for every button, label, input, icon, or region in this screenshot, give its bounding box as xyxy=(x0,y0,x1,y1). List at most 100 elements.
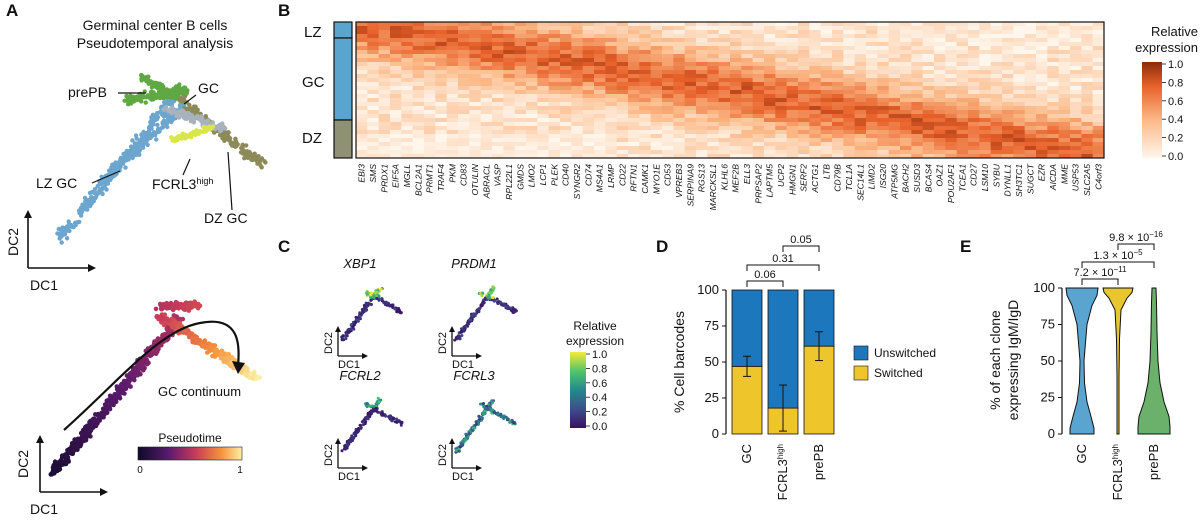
feature-plot-cell xyxy=(454,448,458,452)
heatmap-cell xyxy=(650,42,663,47)
heatmap-cell xyxy=(446,86,459,91)
heatmap-cell xyxy=(650,74,663,79)
heatmap-cell xyxy=(435,58,448,63)
cell-point-dzgc xyxy=(244,152,250,158)
feature-plot-cell xyxy=(358,311,362,315)
heatmap-cell xyxy=(1058,30,1071,35)
heatmap-cell xyxy=(820,102,833,107)
heatmap-cell xyxy=(650,110,663,115)
heatmap-cell xyxy=(356,78,368,83)
heatmap-cell xyxy=(1092,134,1105,139)
heatmap-cell xyxy=(594,70,606,75)
heatmap-cell xyxy=(820,42,833,47)
heatmap-cell xyxy=(356,70,368,75)
heatmap-cell xyxy=(401,134,414,139)
heatmap-cell xyxy=(582,114,595,119)
heatmap-cell xyxy=(718,102,731,107)
heatmap-cell xyxy=(979,130,992,135)
heatmap-cell xyxy=(730,54,742,59)
heatmap-cell xyxy=(775,122,788,127)
heatmap-cell xyxy=(469,134,482,139)
heatmap-cell xyxy=(775,78,788,83)
heatmap-cell xyxy=(877,154,890,159)
heatmap-cell xyxy=(458,46,470,51)
heatmap-cell xyxy=(911,126,924,131)
heatmap-cell xyxy=(1002,38,1014,43)
heatmap-cell xyxy=(1058,42,1071,47)
heatmap-cell xyxy=(514,30,527,35)
heatmap-cell xyxy=(945,86,958,91)
heatmap-cell xyxy=(1070,30,1082,35)
heatmap-cell xyxy=(718,106,731,111)
heatmap-cell xyxy=(854,114,867,119)
heatmap-cell xyxy=(616,58,629,63)
heatmap-cell xyxy=(888,46,901,51)
heatmap-cell xyxy=(730,58,742,63)
heatmap-cell xyxy=(798,94,810,99)
heatmap-cell xyxy=(820,90,833,95)
heatmap-cell xyxy=(605,38,618,43)
heatmap-cell xyxy=(968,34,980,39)
heatmap-cell xyxy=(854,82,867,87)
zone-bar-dz xyxy=(333,119,353,159)
cell-point-lzgc xyxy=(130,155,135,161)
heatmap-cell xyxy=(435,34,448,39)
heatmap-cell xyxy=(514,114,527,119)
heatmap-cell xyxy=(605,154,618,159)
heatmap-cell xyxy=(503,38,516,43)
heatmap-cell xyxy=(514,154,527,159)
heatmap-cell xyxy=(956,134,969,139)
heatmap-cell xyxy=(786,118,799,123)
pseudotime-trajectory-curve xyxy=(63,320,240,431)
heatmap-cell xyxy=(1047,30,1060,35)
heatmap-cell xyxy=(866,22,878,27)
heatmap-cell xyxy=(877,82,890,87)
heatmap-cell xyxy=(990,34,1003,39)
heatmap-cell xyxy=(469,42,482,47)
heatmap-cell xyxy=(514,54,527,59)
heatmap-cell xyxy=(605,82,618,87)
heatmap-cell xyxy=(1013,134,1026,139)
heatmap-cell xyxy=(968,142,980,147)
heatmap-cell xyxy=(809,126,822,131)
zone-label-lz: LZ xyxy=(304,24,322,41)
heatmap-cell xyxy=(922,22,935,27)
heatmap-cell xyxy=(945,30,958,35)
heatmap-cell xyxy=(446,154,459,159)
heatmap-cell xyxy=(854,90,867,95)
heatmap-cell xyxy=(684,110,697,115)
heatmap-cell xyxy=(469,114,482,119)
heatmap-cell xyxy=(390,30,402,35)
heatmap-cell xyxy=(866,26,878,31)
cell-point-pseudotime xyxy=(174,324,180,329)
heatmap-cell xyxy=(480,78,493,83)
diffusion-map-pseudotime xyxy=(48,299,263,477)
heatmap-cell xyxy=(1081,26,1094,31)
heatmap-cell xyxy=(956,86,969,91)
heatmap-cell xyxy=(367,130,380,135)
heatmap-cell xyxy=(424,38,436,43)
heatmap-cell xyxy=(628,94,640,99)
heatmap-cell xyxy=(526,122,538,127)
heatmap-cell xyxy=(1070,138,1082,143)
heatmap-cell xyxy=(854,130,867,135)
heatmap-cell xyxy=(548,94,561,99)
heatmap-cell xyxy=(752,134,765,139)
heatmap-cell xyxy=(548,34,561,39)
heatmap-cell xyxy=(843,118,856,123)
heatmap-cell xyxy=(1013,74,1026,79)
cell-point-lzgc xyxy=(151,122,156,127)
cell-point-lzgc xyxy=(167,114,172,119)
heatmap-cell xyxy=(514,46,527,51)
heatmap-cell xyxy=(594,54,606,59)
heatmap-cell xyxy=(854,70,867,75)
heatmap-cell xyxy=(752,22,765,27)
heatmap-cell xyxy=(537,142,550,147)
heatmap-cell xyxy=(888,94,901,99)
heatmap-cell xyxy=(854,126,867,131)
heatmap-cell xyxy=(537,114,550,119)
panel-b: LZ GC DZ EBI3 SMS PRDX1 EIF5A MGLL BCL2A1 PRMT… xyxy=(302,21,1198,210)
heatmap-cell xyxy=(832,58,844,63)
heatmap-cell xyxy=(605,74,618,79)
heatmap-cell xyxy=(378,102,391,107)
